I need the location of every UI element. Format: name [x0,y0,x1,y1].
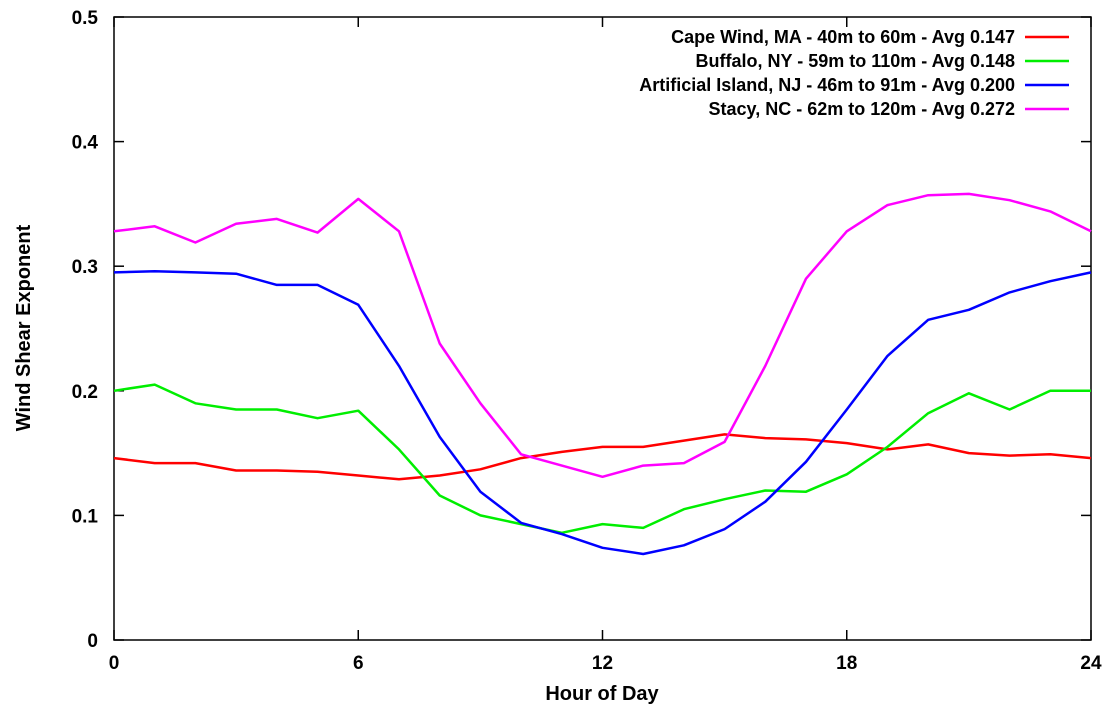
legend: Cape Wind, MA - 40m to 60m - Avg 0.147 Bu… [639,27,1069,119]
x-tick-label: 24 [1080,653,1102,674]
y-tick-label: 0.3 [72,257,98,278]
tick-labels: 0 6 12 18 24 0 0.1 0.2 0.3 0.4 0.5 [72,8,1102,674]
x-tick-label: 6 [353,653,364,674]
legend-label: Artificial Island, NJ - 46m to 91m - Avg… [639,75,1015,95]
series-line-2 [113,383,1091,535]
y-tick-label: 0.2 [72,382,98,403]
series-line-3 [113,269,1092,556]
x-tick-label: 12 [592,653,613,674]
series-line-1 [113,433,1092,481]
x-axis-title: Hour of Day [545,683,659,705]
series-lines [113,192,1092,556]
legend-label: Cape Wind, MA - 40m to 60m - Avg 0.147 [671,27,1015,47]
y-tick-label: 0.1 [72,506,99,527]
x-tick-label: 0 [109,653,120,674]
legend-label: Buffalo, NY - 59m to 110m - Avg 0.148 [696,51,1015,71]
y-tick-label: 0 [87,631,98,652]
x-tick-label: 18 [836,653,857,674]
legend-label: Stacy, NC - 62m to 120m - Avg 0.272 [709,99,1015,119]
series-line-4 [113,192,1092,479]
y-tick-label: 0.4 [72,133,99,154]
tick-marks [113,16,1092,641]
y-axis-title: Wind Shear Exponent [13,224,35,431]
y-tick-label: 0.5 [72,8,99,29]
